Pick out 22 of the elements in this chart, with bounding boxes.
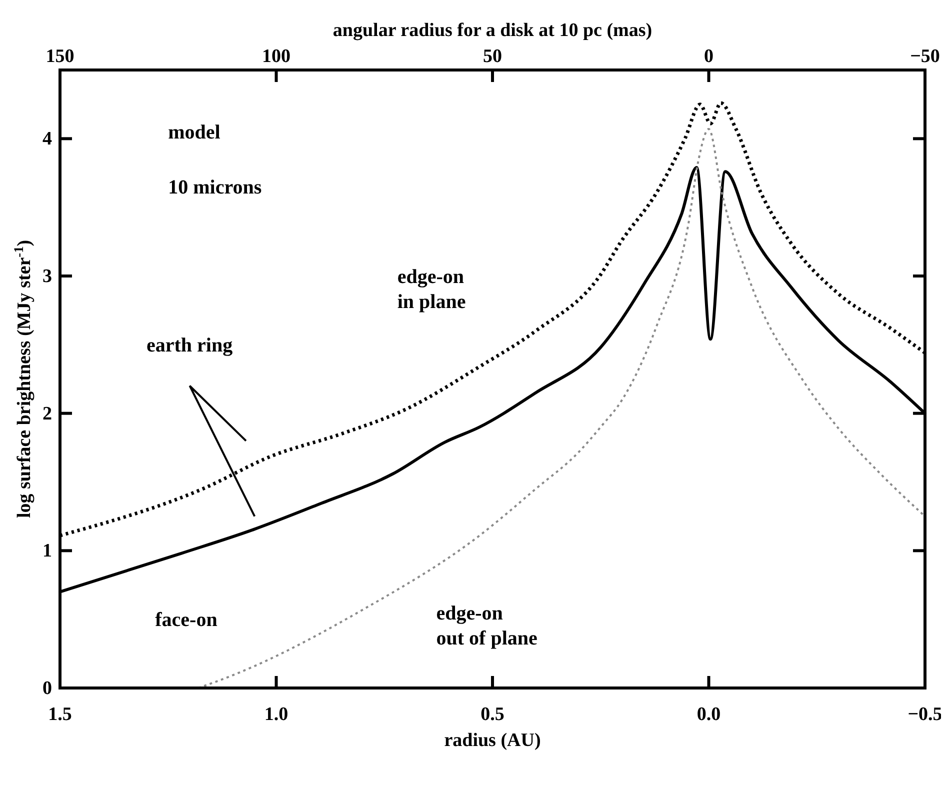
text: edge-on in plane xyxy=(397,266,466,313)
y-tick-label: 0 xyxy=(42,678,52,699)
annotation: earth ring xyxy=(146,334,233,357)
x2-axis-title: angular radius for a disk at 10 pc (mas) xyxy=(332,20,652,41)
x-axis-title: radius (AU) xyxy=(444,730,541,751)
annotation: 10 microns xyxy=(168,176,262,199)
y-tick-label: 3 xyxy=(42,266,52,287)
annotation: model xyxy=(168,122,221,144)
x-tick-label: 0.0 xyxy=(696,704,721,725)
x-tick-label: 1.0 xyxy=(264,704,288,725)
x2-tick-label: 0 xyxy=(704,46,714,67)
y-tick-label: 4 xyxy=(42,128,52,150)
y-tick-label: 1 xyxy=(42,540,52,562)
x-tick-label: 1.5 xyxy=(48,704,72,725)
x2-tick-label: 150 xyxy=(46,46,74,67)
x2-tick-label: 50 xyxy=(483,46,502,67)
series-label: edge-on out of plane xyxy=(436,602,538,650)
y-tick-label: 2 xyxy=(42,403,52,424)
text: face-on xyxy=(155,609,218,632)
x2-tick-label: 100 xyxy=(262,46,290,67)
x2-tick-label: −50 xyxy=(910,46,940,67)
x-tick-label: 0.5 xyxy=(480,704,504,725)
